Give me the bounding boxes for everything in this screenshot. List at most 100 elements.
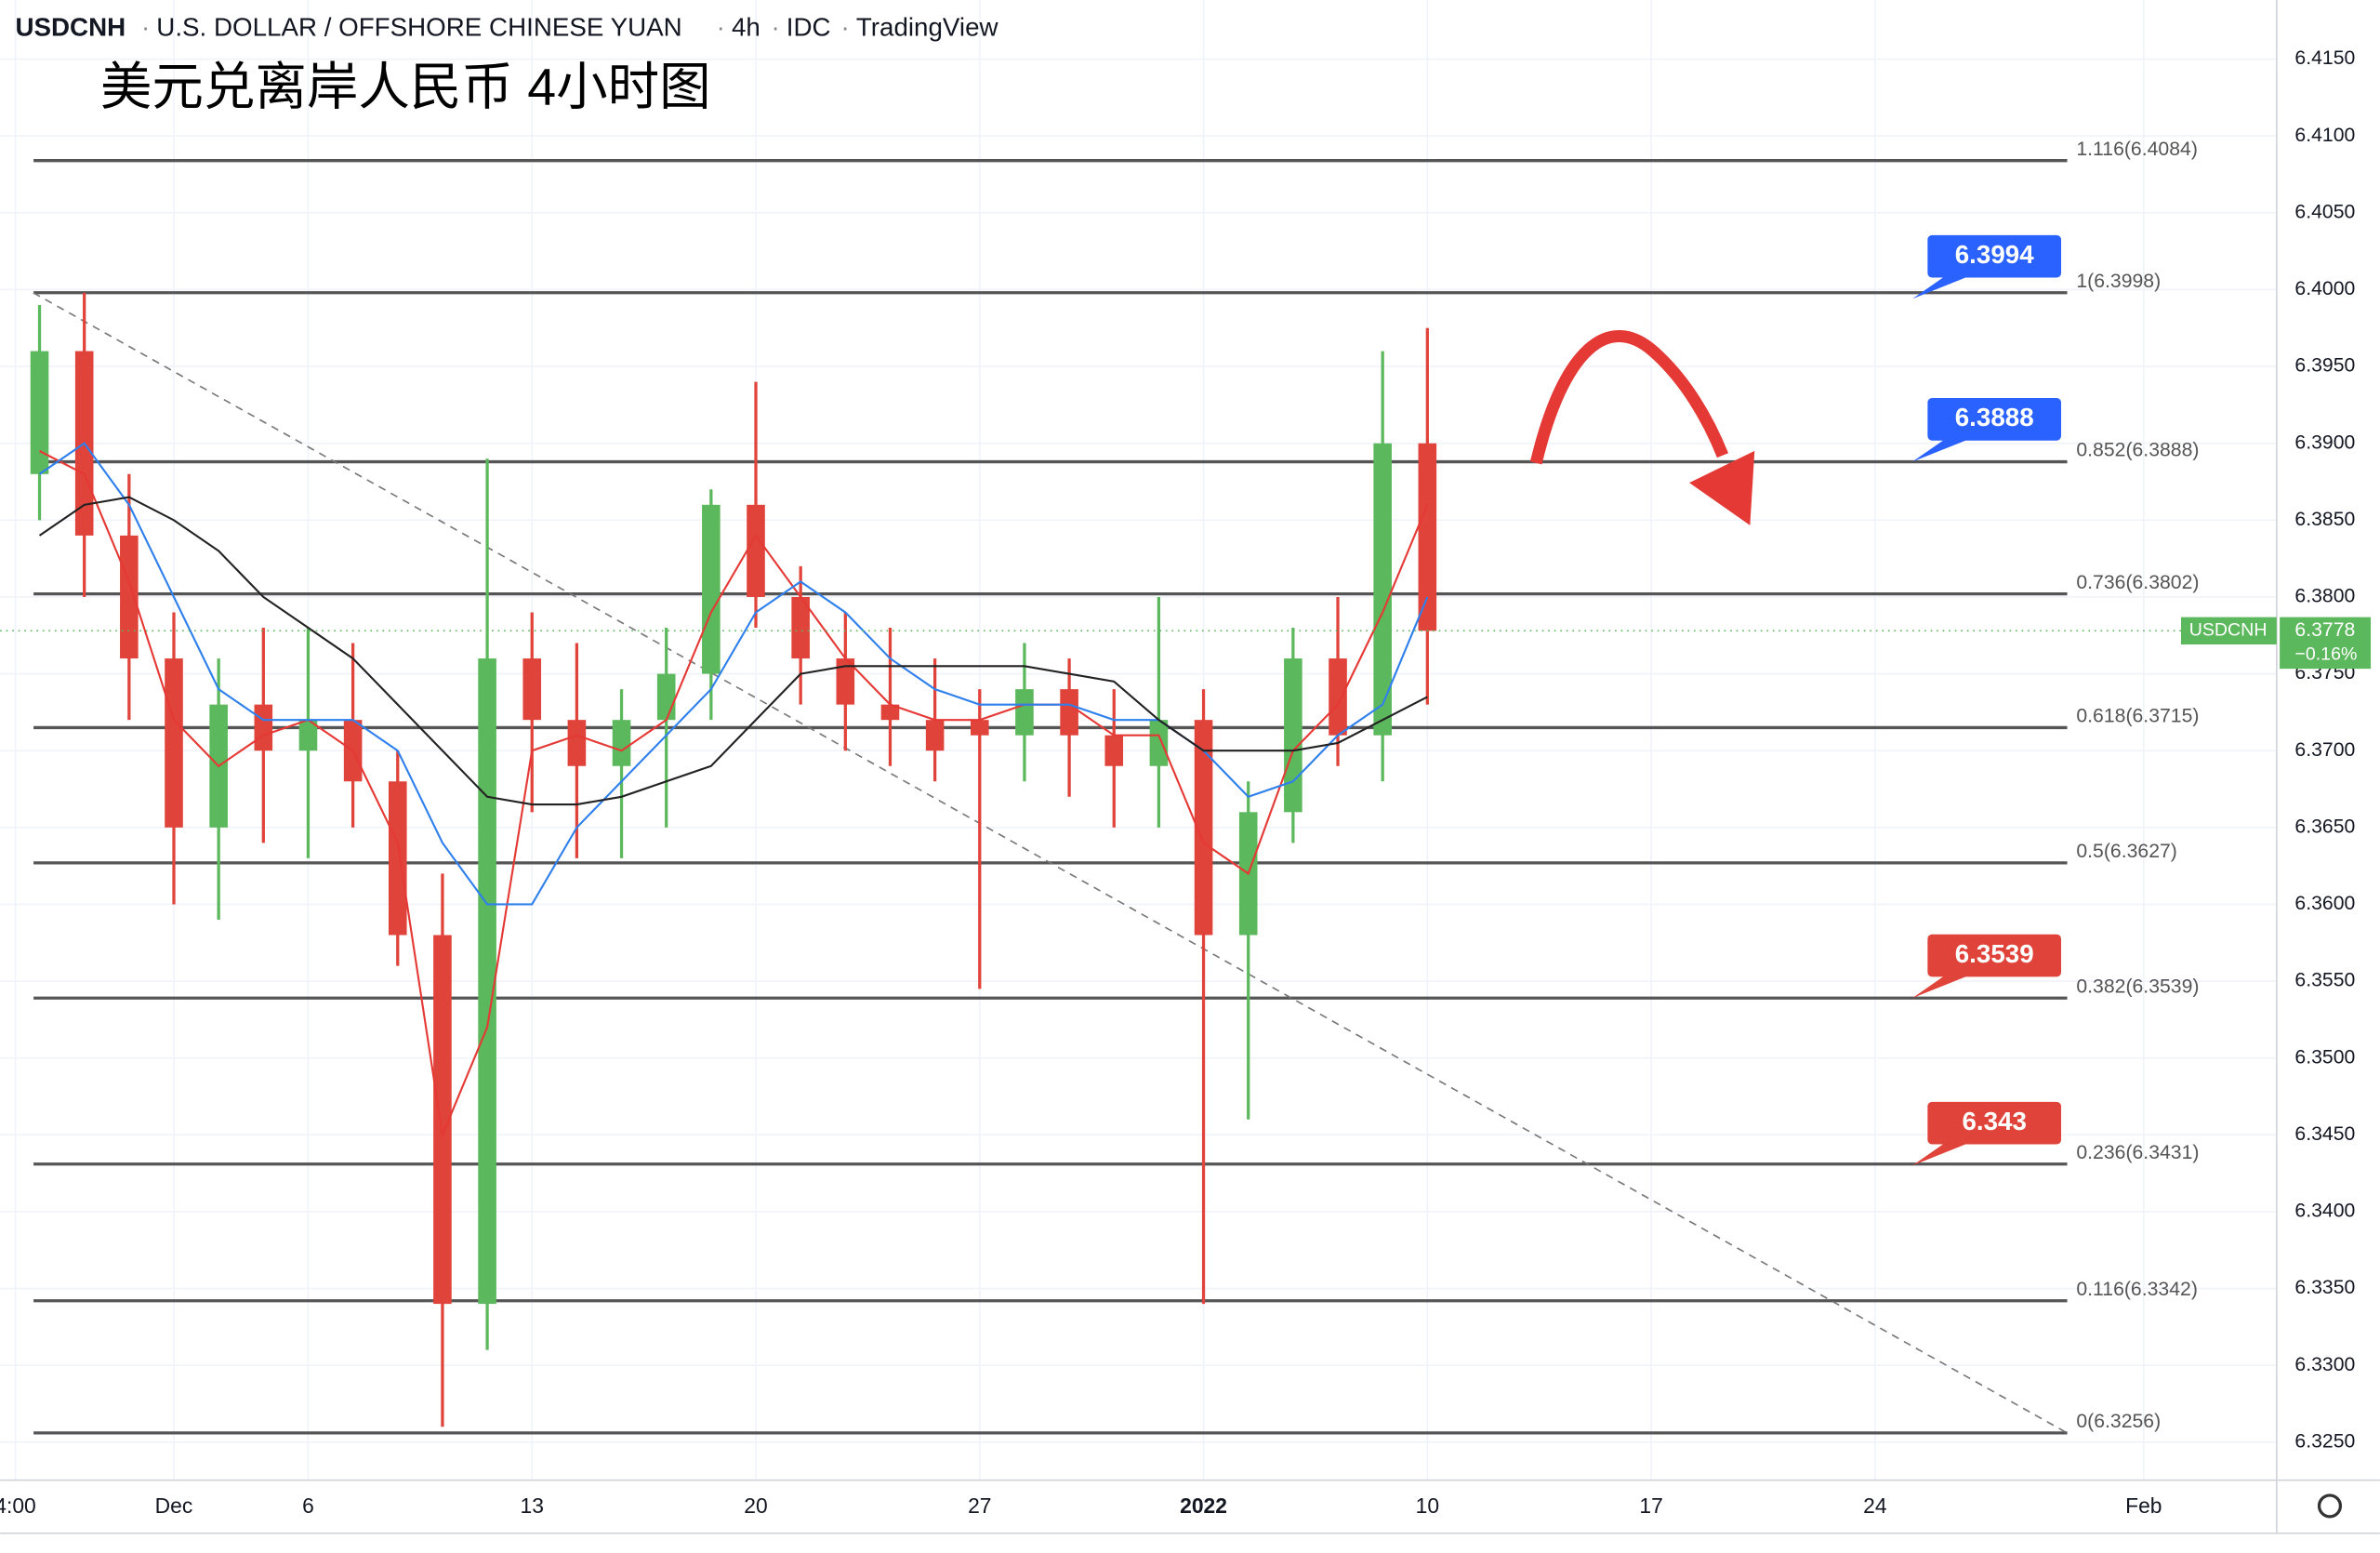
y-tick-label: 6.3450 bbox=[2294, 1123, 2355, 1145]
y-tick-label: 6.3300 bbox=[2294, 1354, 2355, 1375]
y-tick-label: 6.3550 bbox=[2294, 970, 2355, 991]
moving-average bbox=[39, 450, 1429, 1139]
separator: · bbox=[141, 12, 150, 41]
change-label: −0.16% bbox=[2294, 644, 2357, 665]
candle-body bbox=[880, 704, 900, 721]
y-tick-label: 6.4150 bbox=[2294, 47, 2355, 69]
x-tick-label: 10 bbox=[1416, 1493, 1439, 1518]
price-tag-label: 6.3778 bbox=[2294, 619, 2355, 641]
y-tick-label: 6.4100 bbox=[2294, 125, 2355, 146]
x-tick-label: Dec bbox=[155, 1493, 193, 1518]
candle-body bbox=[433, 935, 452, 1305]
candle-body bbox=[836, 658, 855, 705]
trend-line bbox=[33, 292, 2068, 1434]
symbol-name: U.S. DOLLAR / OFFSHORE CHINESE YUAN bbox=[156, 12, 681, 41]
callout-box bbox=[1927, 934, 2062, 977]
y-tick-label: 6.3850 bbox=[2294, 509, 2355, 530]
candle-body bbox=[1284, 658, 1302, 813]
symbol-tag bbox=[2180, 617, 2277, 645]
separator: · bbox=[841, 12, 850, 41]
y-tick-label: 6.3250 bbox=[2294, 1430, 2355, 1452]
candle-body bbox=[1060, 689, 1078, 736]
callout-label: 6.3994 bbox=[1955, 240, 2034, 269]
fib-label: 0.236(6.3431) bbox=[2076, 1142, 2199, 1163]
y-tick-label: 6.3650 bbox=[2294, 816, 2355, 837]
callout-label: 6.343 bbox=[1962, 1107, 2026, 1135]
candle-body bbox=[1015, 689, 1034, 736]
interval: 4h bbox=[732, 12, 760, 41]
brand: TradingView bbox=[856, 12, 999, 41]
callout-pointer bbox=[1912, 1141, 1974, 1166]
candle-body bbox=[1373, 443, 1392, 736]
x-tick-label: 4:00 bbox=[0, 1493, 36, 1518]
x-tick-label: 17 bbox=[1639, 1493, 1662, 1518]
candle-body bbox=[30, 351, 49, 474]
candle-body bbox=[1194, 720, 1213, 936]
fib-label: 0.852(6.3888) bbox=[2076, 440, 2199, 461]
candle-body bbox=[165, 658, 183, 828]
candle-body bbox=[567, 720, 587, 766]
candle-body bbox=[478, 658, 496, 1305]
candle-body bbox=[298, 720, 318, 751]
candle-body bbox=[656, 673, 676, 721]
settings-icon[interactable] bbox=[2317, 1493, 2343, 1519]
separator: · bbox=[717, 12, 725, 41]
callout-pointer bbox=[1912, 274, 1974, 299]
y-tick-label: 6.3600 bbox=[2294, 893, 2355, 914]
chart-title: 美元兑离岸人民币 4小时图 bbox=[100, 59, 711, 116]
arrow bbox=[1529, 330, 1729, 465]
callout-box bbox=[1927, 1101, 2062, 1145]
candle-body bbox=[970, 720, 989, 736]
callout-box bbox=[1927, 234, 2062, 278]
settings-gear[interactable] bbox=[2317, 1493, 2343, 1519]
fib-label: 0(6.3256) bbox=[2076, 1411, 2161, 1432]
y-tick-label: 6.4050 bbox=[2294, 201, 2355, 222]
x-tick-label: 13 bbox=[521, 1493, 544, 1518]
header: USDCNH U.S. DOLLAR / OFFSHORE CHINESE YU… bbox=[15, 12, 998, 41]
plot: 1.116(6.4084) 1(6.3998) 0.852(6.3888) 0.736… bbox=[0, 139, 2277, 1435]
y-tick-label: 6.3400 bbox=[2294, 1201, 2355, 1222]
callout-label: 6.3539 bbox=[1955, 939, 2034, 968]
candle-body bbox=[388, 781, 407, 936]
callout-box bbox=[1927, 397, 2062, 441]
callout-pointer bbox=[1912, 974, 1974, 999]
price-tag bbox=[2280, 617, 2372, 670]
y-tick-label: 6.3900 bbox=[2294, 431, 2355, 453]
fib-label: 1(6.3998) bbox=[2076, 271, 2161, 292]
candle-body bbox=[120, 535, 139, 659]
candle-body bbox=[1104, 735, 1124, 766]
y-tick-label: 6.3950 bbox=[2294, 355, 2355, 377]
candle-body bbox=[254, 704, 273, 751]
fib-label: 0.5(6.3627) bbox=[2076, 841, 2177, 862]
candle-body bbox=[791, 596, 810, 659]
fib-label: 0.116(6.3342) bbox=[2076, 1279, 2198, 1300]
fib-label: 0.382(6.3539) bbox=[2076, 976, 2199, 997]
source: IDC bbox=[787, 12, 831, 41]
symbol-tag-label: USDCNH bbox=[2189, 620, 2268, 641]
callout-label: 6.3888 bbox=[1955, 403, 2034, 431]
callout-pointer bbox=[1912, 437, 1974, 462]
x-tick-label: 27 bbox=[968, 1493, 991, 1518]
x-tick-label: 20 bbox=[744, 1493, 767, 1518]
candle-body bbox=[925, 720, 945, 751]
moving-average bbox=[38, 496, 1428, 806]
y-tick-label: 6.3500 bbox=[2294, 1046, 2355, 1068]
separator: · bbox=[771, 12, 779, 41]
y-tick-label: 6.3700 bbox=[2294, 739, 2355, 761]
x-tick-label: 2022 bbox=[1180, 1493, 1227, 1518]
fib-label: 0.736(6.3802) bbox=[2076, 572, 2199, 593]
fib-label: 1.116(6.4084) bbox=[2076, 139, 2198, 160]
candle-body bbox=[702, 504, 721, 674]
candle-body bbox=[522, 658, 542, 721]
y-tick-label: 6.3350 bbox=[2294, 1277, 2355, 1298]
symbol: USDCNH bbox=[15, 12, 126, 41]
fib-label: 0.618(6.3715) bbox=[2076, 706, 2199, 727]
candle-body bbox=[612, 720, 631, 766]
candle-body bbox=[1418, 443, 1437, 631]
x-tick-label: 24 bbox=[1863, 1493, 1887, 1518]
y-tick-label: 6.4000 bbox=[2294, 278, 2355, 299]
candle-body bbox=[1329, 658, 1347, 736]
x-tick-label: Feb bbox=[2125, 1493, 2162, 1518]
